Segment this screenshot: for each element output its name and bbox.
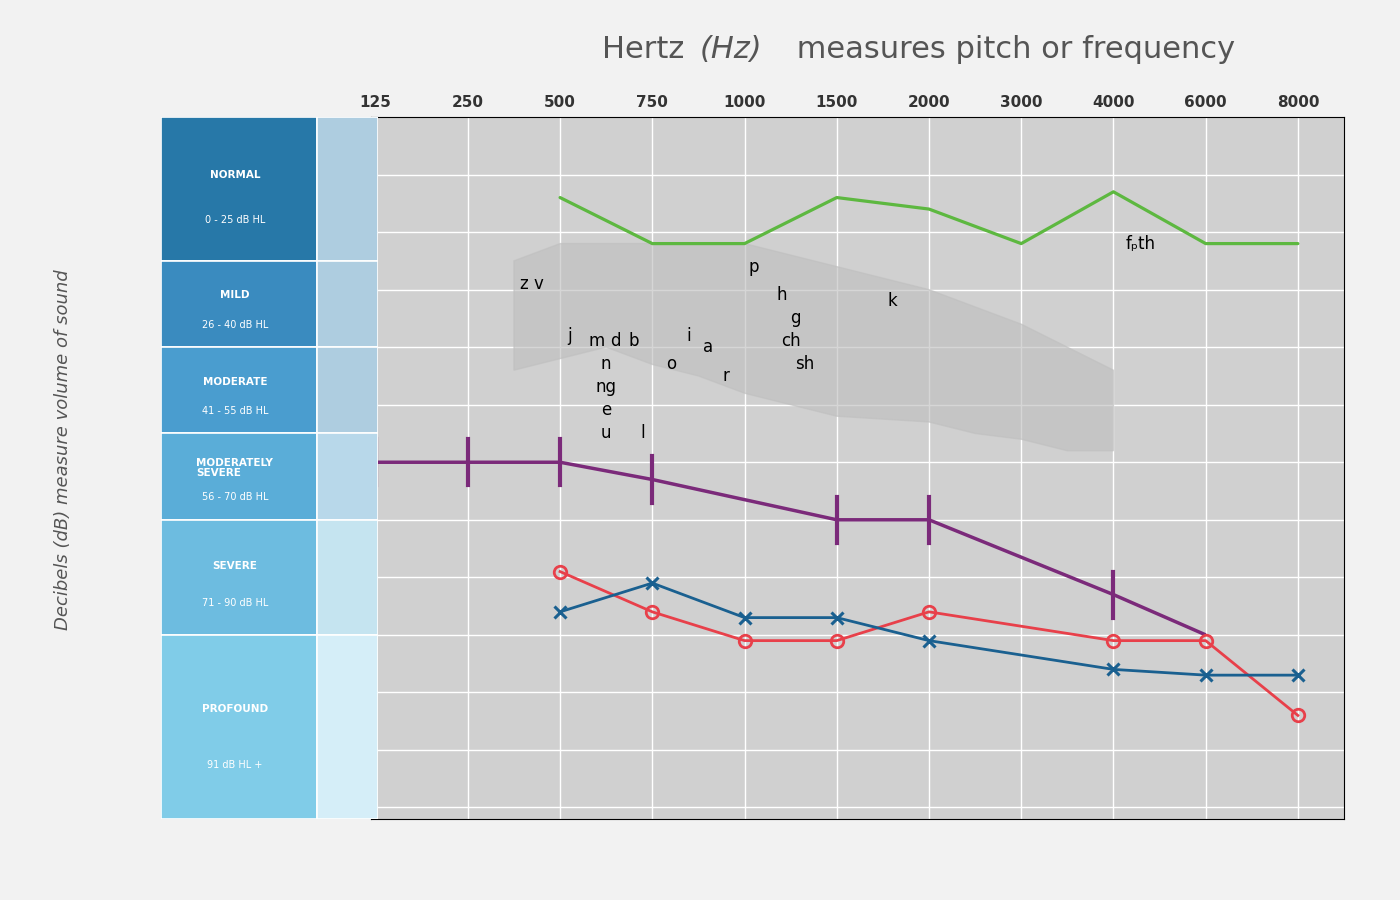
Bar	[161, 634, 318, 819]
Text: l: l	[641, 425, 645, 443]
Text: Decibels (dB) measure volume of sound: Decibels (dB) measure volume of sound	[55, 270, 71, 630]
Text: 0 - 25 dB HL: 0 - 25 dB HL	[204, 215, 265, 225]
Text: h: h	[776, 286, 787, 304]
Text: u: u	[601, 425, 612, 443]
Bar	[161, 347, 318, 434]
Text: NORMAL: NORMAL	[210, 169, 260, 179]
Text: ch: ch	[781, 332, 801, 350]
Text: a: a	[703, 338, 713, 356]
Text: p: p	[749, 257, 759, 275]
Text: 56 - 70 dB HL: 56 - 70 dB HL	[202, 492, 267, 502]
Text: Hertz: Hertz	[602, 35, 700, 64]
Bar	[318, 634, 378, 819]
Text: MODERATELY
SEVERE: MODERATELY SEVERE	[196, 457, 273, 479]
Text: e: e	[601, 401, 612, 419]
Text: MODERATE: MODERATE	[203, 377, 267, 387]
Bar	[318, 434, 378, 520]
Polygon shape	[514, 244, 1113, 451]
Bar	[318, 520, 378, 634]
Bar	[161, 520, 318, 634]
Text: ng: ng	[595, 378, 616, 396]
Text: n: n	[601, 356, 612, 373]
Text: (Hz): (Hz)	[700, 35, 763, 64]
Bar	[318, 347, 378, 434]
Text: z v: z v	[521, 274, 545, 292]
Text: i: i	[687, 327, 692, 345]
Text: 41 - 55 dB HL: 41 - 55 dB HL	[202, 406, 267, 416]
Bar	[161, 434, 318, 520]
Bar	[161, 261, 318, 347]
Text: 26 - 40 dB HL: 26 - 40 dB HL	[202, 320, 267, 329]
Text: SEVERE: SEVERE	[213, 561, 258, 571]
Text: PROFOUND: PROFOUND	[202, 704, 267, 714]
Text: m: m	[589, 332, 605, 350]
Text: MILD: MILD	[220, 291, 249, 301]
Text: d: d	[610, 332, 620, 350]
Text: 71 - 90 dB HL: 71 - 90 dB HL	[202, 598, 267, 608]
Text: sh: sh	[795, 356, 813, 373]
Text: r: r	[722, 367, 729, 385]
Text: 91 dB HL +: 91 dB HL +	[207, 760, 262, 770]
Text: o: o	[665, 356, 676, 373]
Text: measures pitch or frequency: measures pitch or frequency	[787, 35, 1235, 64]
Text: k: k	[888, 292, 897, 310]
Text: fₚth: fₚth	[1126, 235, 1156, 253]
Text: b: b	[629, 332, 638, 350]
Bar	[318, 261, 378, 347]
Bar	[161, 117, 318, 261]
Bar	[318, 117, 378, 261]
Text: g: g	[790, 310, 801, 328]
Text: j: j	[567, 327, 571, 345]
